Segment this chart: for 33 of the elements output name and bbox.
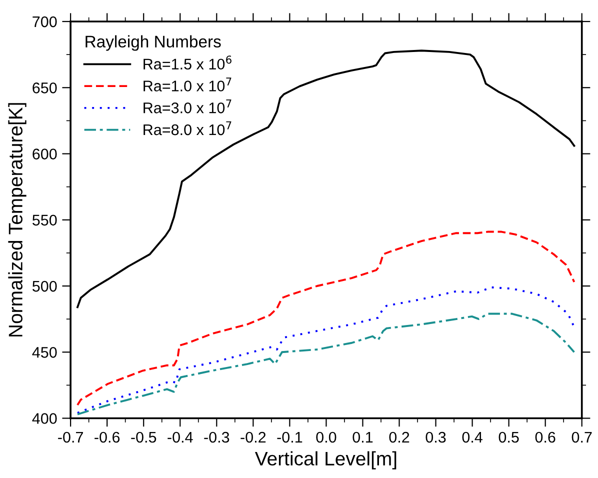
legend-label: Ra=1.5 x 10$^{6}$ bbox=[144, 56, 232, 70]
line-series bbox=[76, 50, 576, 308]
x-tick-label: 0.7 bbox=[572, 432, 592, 443]
line-series bbox=[76, 230, 576, 406]
y-axis-title: Normalized Temperature[K] bbox=[8, 103, 26, 336]
y-tick-label: 700 bbox=[32, 16, 57, 28]
y-tick-label: 500 bbox=[32, 280, 57, 292]
x-tick-label: -0.2 bbox=[240, 432, 266, 443]
line-series bbox=[76, 286, 576, 414]
x-tick-label: 0.0 bbox=[316, 432, 336, 443]
x-tick-label: 0.1 bbox=[352, 432, 373, 443]
x-tick-label: -0.6 bbox=[94, 432, 120, 443]
x-tick-label: 0.2 bbox=[389, 432, 410, 443]
x-axis-title: Vertical Level[m] bbox=[254, 451, 396, 470]
x-tick-label: -0.7 bbox=[58, 432, 83, 443]
x-tick-label: 0.6 bbox=[535, 432, 556, 443]
x-tick-label: -0.5 bbox=[131, 432, 156, 443]
x-tick-label: 0.3 bbox=[426, 432, 446, 443]
x-tick-label: 0.5 bbox=[498, 432, 519, 443]
y-tick-label: 600 bbox=[32, 148, 57, 160]
y-tick-label: 450 bbox=[32, 346, 57, 358]
x-tick-label: 0.4 bbox=[462, 432, 482, 443]
y-tick-label: 550 bbox=[32, 214, 57, 226]
legend-label: Ra=8.0 x 10$^{7}$ bbox=[144, 121, 232, 136]
y-tick-label: 650 bbox=[32, 82, 57, 94]
x-tick-label: -0.4 bbox=[168, 432, 193, 443]
legend-label: Ra=1.0 x 10$^{7}$ bbox=[144, 78, 232, 92]
x-tick-label: -0.1 bbox=[277, 432, 302, 443]
x-tick-label: -0.3 bbox=[204, 432, 230, 443]
line-series bbox=[76, 312, 576, 416]
legend-title: Rayleigh Numbers bbox=[86, 35, 221, 51]
legend-label: Ra=3.0 x 10$^{7}$ bbox=[144, 100, 232, 114]
y-tick-label: 400 bbox=[32, 413, 57, 424]
